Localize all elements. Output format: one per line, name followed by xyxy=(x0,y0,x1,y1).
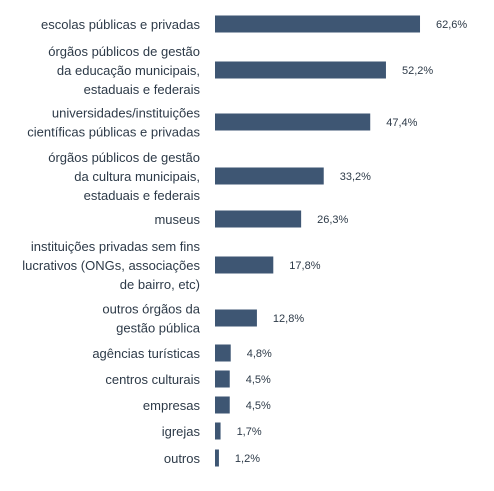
value-label-6: 12,8% xyxy=(273,313,304,325)
bar-3 xyxy=(215,167,324,185)
bar-5 xyxy=(215,256,274,274)
bar-10 xyxy=(215,422,221,440)
category-label-1-line-0: órgãos públicos de gestão xyxy=(48,44,200,59)
category-label-4: museus xyxy=(154,212,200,227)
value-label-3: 33,2% xyxy=(340,171,371,183)
value-label-9: 4,5% xyxy=(246,400,271,412)
category-label-8: centros culturais xyxy=(105,372,200,387)
category-label-2-line-0: universidades/instituições xyxy=(52,106,201,121)
category-label-3-line-1: da cultura municipais, xyxy=(74,169,200,184)
value-label-7: 4,8% xyxy=(247,348,272,360)
category-label-2-line-1: científicas públicas e privadas xyxy=(27,125,200,140)
category-label-5-line-0: instituições privadas sem fins xyxy=(31,239,201,254)
category-label-7: agências turísticas xyxy=(92,346,200,361)
category-label-5-line-2: de bairro, etc) xyxy=(120,277,200,292)
category-label-3-line-0: órgãos públicos de gestão xyxy=(48,150,200,165)
bar-1 xyxy=(215,61,386,79)
bar-9 xyxy=(215,396,230,414)
bar-6 xyxy=(215,309,257,327)
bar-4 xyxy=(215,210,302,228)
category-label-5-line-1: lucrativos (ONGs, associações xyxy=(22,258,200,273)
category-label-1-line-2: estaduais e federais xyxy=(84,82,201,97)
bar-8 xyxy=(215,370,230,388)
value-label-11: 1,2% xyxy=(235,453,260,465)
value-label-8: 4,5% xyxy=(246,374,271,386)
category-label-11: outros xyxy=(164,451,201,466)
category-label-6-line-1: gestão pública xyxy=(116,321,201,336)
value-label-2: 47,4% xyxy=(386,117,417,129)
value-label-0: 62,6% xyxy=(436,19,467,31)
value-label-10: 1,7% xyxy=(237,426,262,438)
category-label-0: escolas públicas e privadas xyxy=(41,17,200,32)
category-label-1-line-1: da educação municipais, xyxy=(57,63,200,78)
bar-11 xyxy=(215,449,219,467)
category-label-6-line-0: outros órgãos da xyxy=(102,302,200,317)
value-label-1: 52,2% xyxy=(402,65,433,77)
category-label-10: igrejas xyxy=(162,424,201,439)
bar-0 xyxy=(215,15,421,33)
bar-2 xyxy=(215,113,371,131)
category-label-3-line-2: estaduais e federais xyxy=(84,188,201,203)
value-label-4: 26,3% xyxy=(317,214,348,226)
category-label-9: empresas xyxy=(143,398,201,413)
value-label-5: 17,8% xyxy=(289,260,320,272)
bar-7 xyxy=(215,344,231,362)
